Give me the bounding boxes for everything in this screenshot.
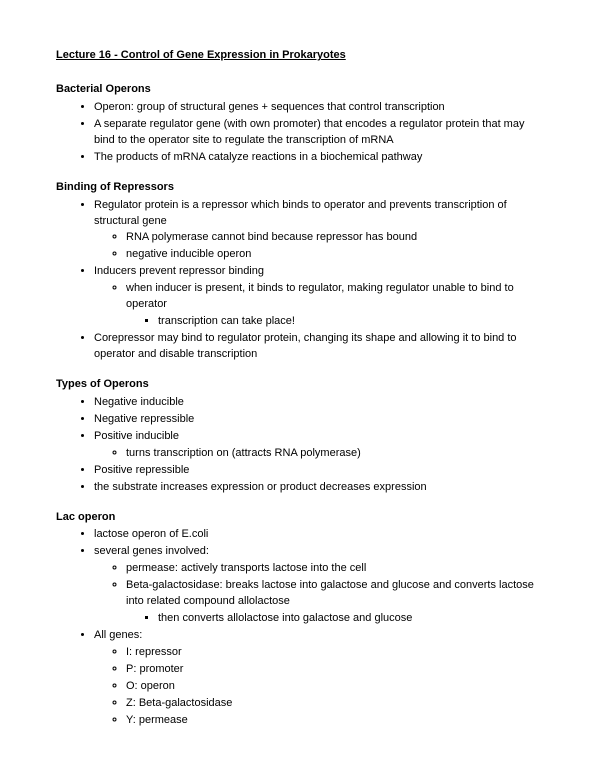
bullet-subsublist: transcription can take place!	[126, 314, 539, 330]
bullet-list: Negative inducible Negative repressible …	[56, 395, 539, 496]
list-item: Positive inducible turns transcription o…	[94, 429, 539, 462]
list-item: Inducers prevent repressor binding when …	[94, 264, 539, 330]
list-item: Positive repressible	[94, 463, 539, 479]
list-item: the substrate increases expression or pr…	[94, 480, 539, 496]
bullet-sublist: I: repressor P: promoter O: operon Z: Be…	[94, 645, 539, 729]
list-item: Regulator protein is a repressor which b…	[94, 198, 539, 264]
list-item: I: repressor	[126, 645, 539, 661]
list-item: Negative repressible	[94, 412, 539, 428]
list-item: RNA polymerase cannot bind because repre…	[126, 230, 539, 246]
list-item: A separate regulator gene (with own prom…	[94, 117, 539, 149]
bullet-sublist: turns transcription on (attracts RNA pol…	[94, 446, 539, 462]
list-item: lactose operon of E.coli	[94, 527, 539, 543]
bullet-list: Operon: group of structural genes + sequ…	[56, 100, 539, 166]
list-item-text: Beta-galactosidase: breaks lactose into …	[126, 579, 534, 607]
list-item: turns transcription on (attracts RNA pol…	[126, 446, 539, 462]
bullet-sublist: when inducer is present, it binds to reg…	[94, 281, 539, 330]
bullet-sublist: permease: actively transports lactose in…	[94, 561, 539, 627]
list-item: All genes: I: repressor P: promoter O: o…	[94, 628, 539, 729]
list-item: Y: permease	[126, 713, 539, 729]
section-heading: Binding of Repressors	[56, 180, 539, 196]
list-item: Beta-galactosidase: breaks lactose into …	[126, 578, 539, 627]
list-item-text: several genes involved:	[94, 545, 209, 557]
page-title: Lecture 16 - Control of Gene Expression …	[56, 48, 539, 64]
list-item-text: All genes:	[94, 629, 142, 641]
section-heading: Types of Operons	[56, 377, 539, 393]
section-heading: Bacterial Operons	[56, 82, 539, 98]
list-item-text: when inducer is present, it binds to reg…	[126, 282, 514, 310]
list-item-text: Positive inducible	[94, 430, 179, 442]
list-item: Corepressor may bind to regulator protei…	[94, 331, 539, 363]
section-heading: Lac operon	[56, 510, 539, 526]
list-item-text: Inducers prevent repressor binding	[94, 265, 264, 277]
list-item: Operon: group of structural genes + sequ…	[94, 100, 539, 116]
list-item: P: promoter	[126, 662, 539, 678]
list-item: Z: Beta-galactosidase	[126, 696, 539, 712]
bullet-sublist: RNA polymerase cannot bind because repre…	[94, 230, 539, 263]
bullet-list: lactose operon of E.coli several genes i…	[56, 527, 539, 728]
list-item: then converts allolactose into galactose…	[158, 611, 539, 627]
list-item: when inducer is present, it binds to reg…	[126, 281, 539, 330]
bullet-list: Regulator protein is a repressor which b…	[56, 198, 539, 363]
list-item: The products of mRNA catalyze reactions …	[94, 150, 539, 166]
list-item: negative inducible operon	[126, 247, 539, 263]
list-item: O: operon	[126, 679, 539, 695]
list-item: several genes involved: permease: active…	[94, 544, 539, 627]
list-item-text: Regulator protein is a repressor which b…	[94, 199, 507, 227]
bullet-subsublist: then converts allolactose into galactose…	[126, 611, 539, 627]
list-item: Negative inducible	[94, 395, 539, 411]
list-item: permease: actively transports lactose in…	[126, 561, 539, 577]
list-item: transcription can take place!	[158, 314, 539, 330]
